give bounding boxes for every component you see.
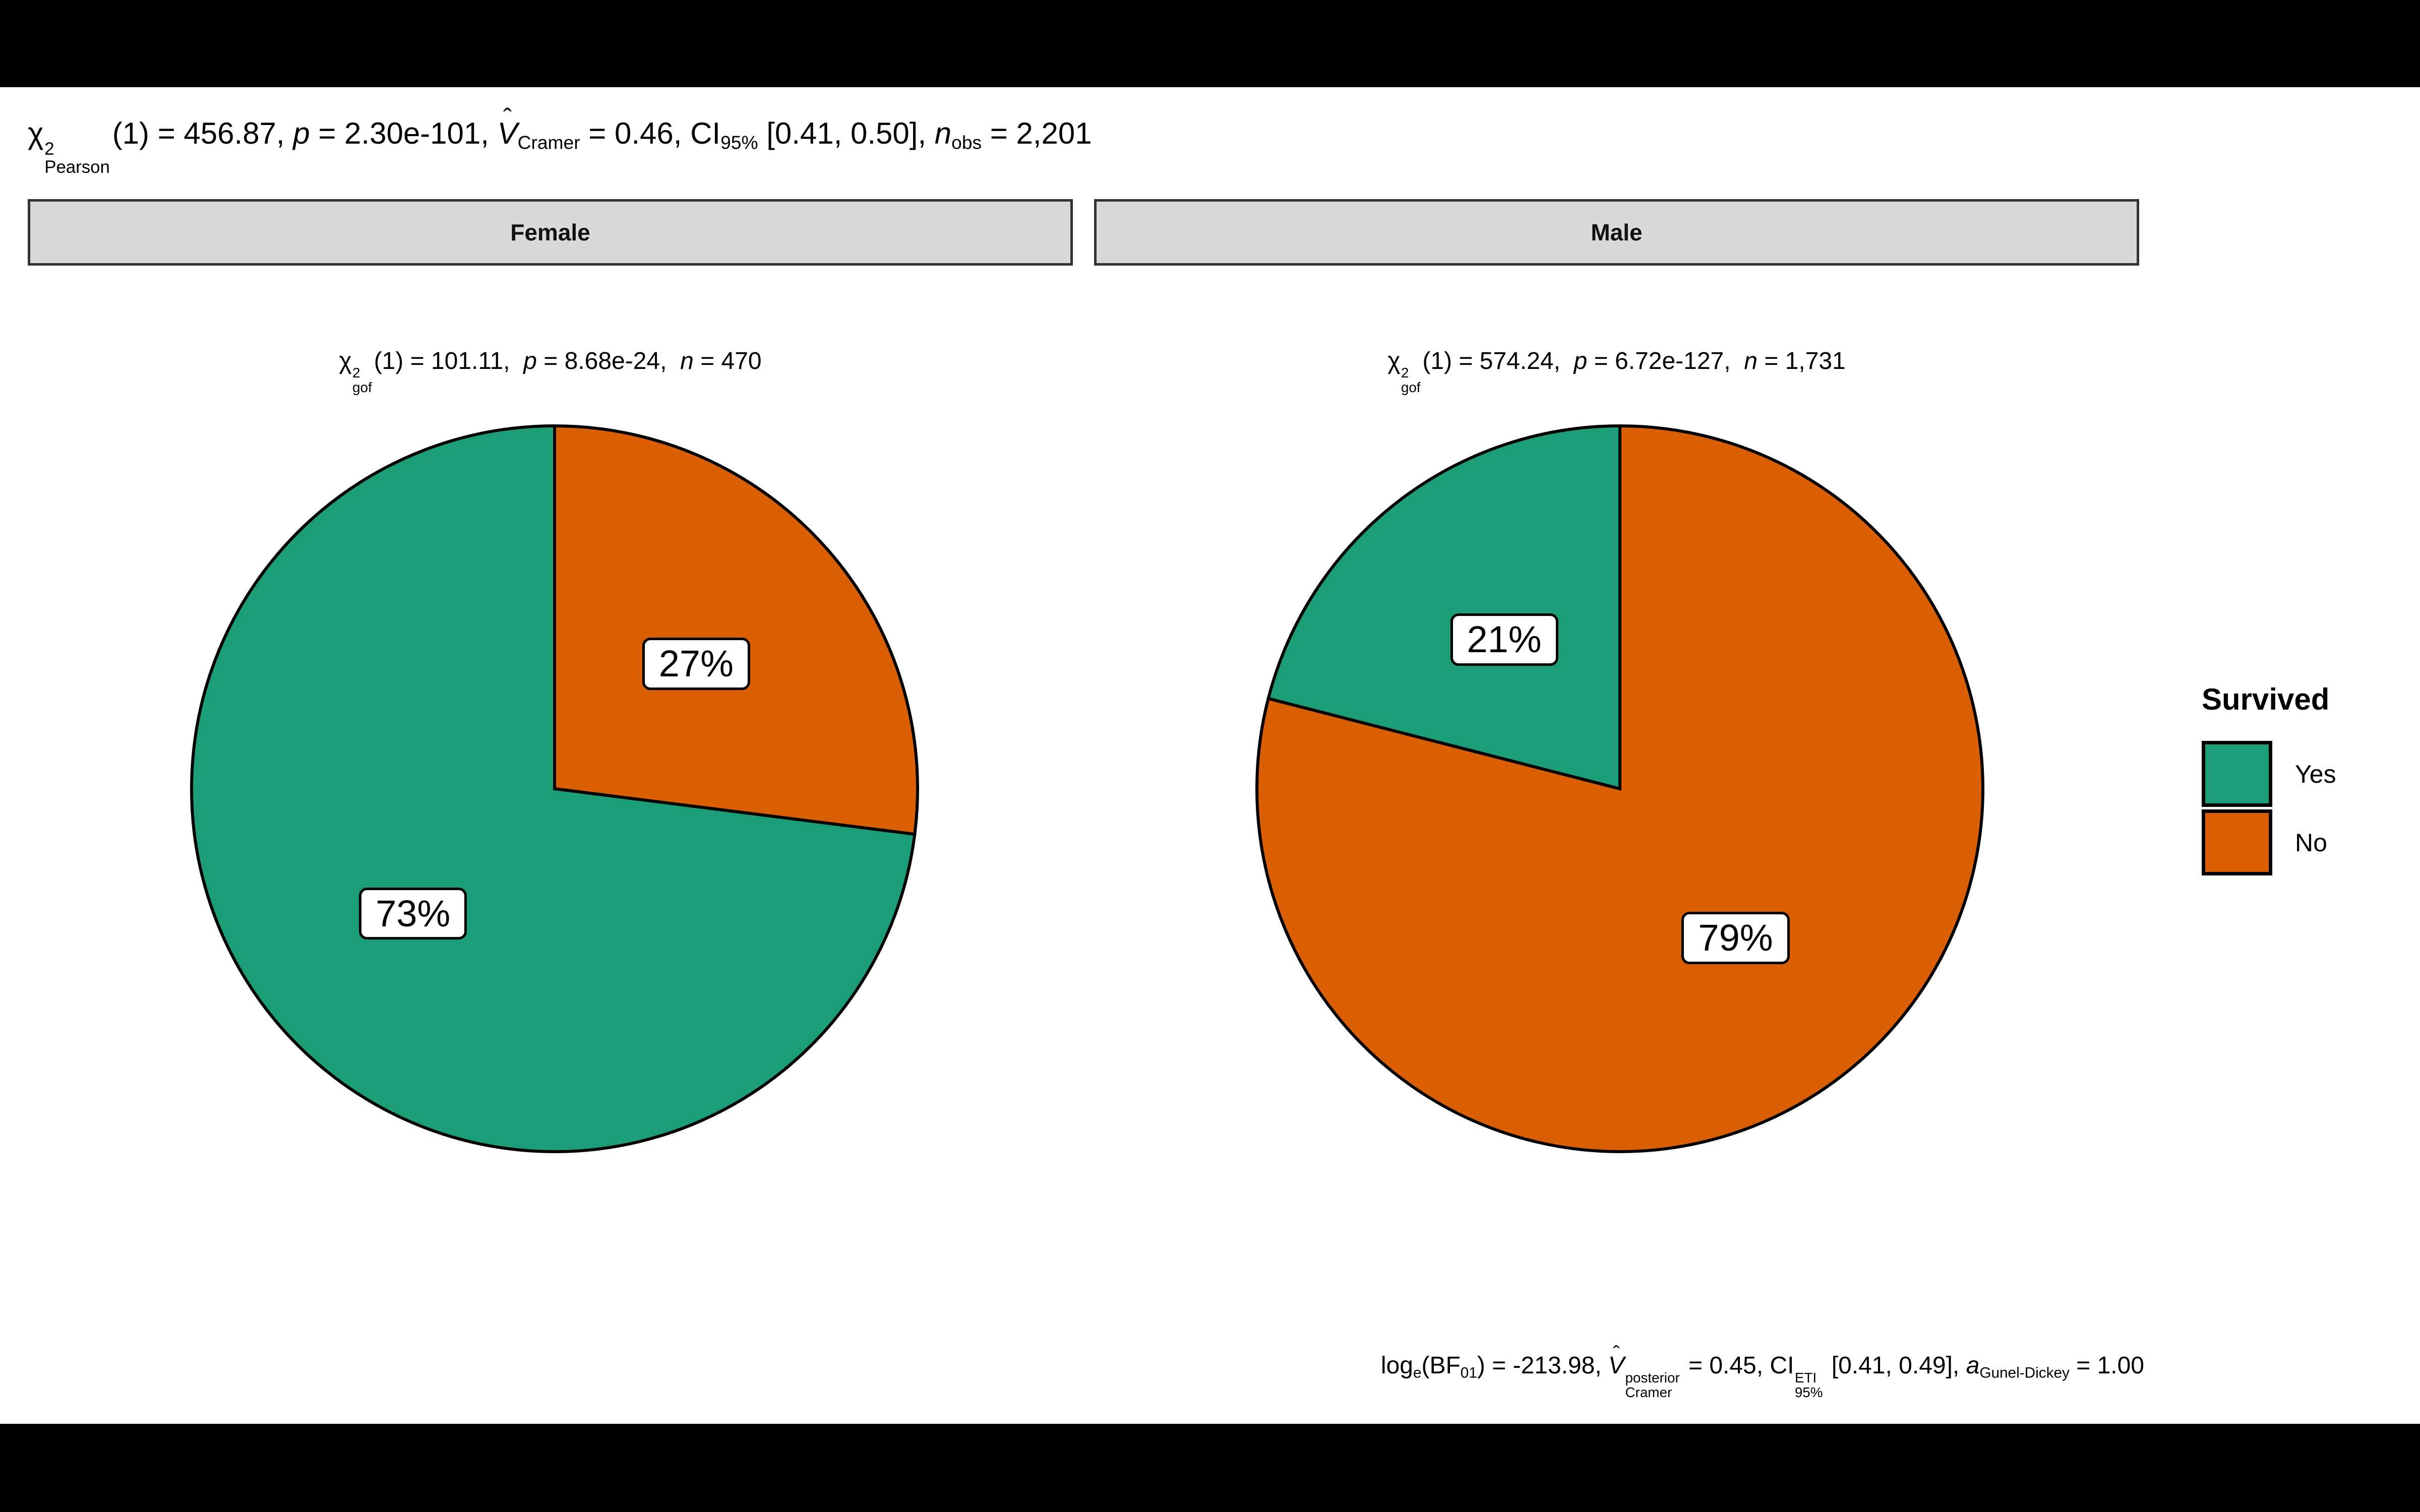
pie-slice-no xyxy=(553,424,919,836)
legend-swatch-no xyxy=(2202,809,2272,875)
pie-svg xyxy=(190,424,919,1153)
legend-title: Survived xyxy=(2202,682,2330,716)
letterbox-top xyxy=(0,0,2420,87)
legend-survived: Survived Yes No xyxy=(2202,684,2336,875)
facet-strip-male: Male xyxy=(1094,199,2139,266)
hat-accent: ˆ xyxy=(1613,1342,1620,1365)
pie-svg xyxy=(1255,424,1984,1153)
legend-swatch-yes xyxy=(2202,741,2272,807)
facet-label-male: Male xyxy=(1591,219,1643,245)
letterbox-bottom xyxy=(0,1424,2420,1512)
pie-slice-label-no: 79% xyxy=(1681,911,1790,964)
pie-slice-yes xyxy=(190,424,917,1153)
pie-slice-no xyxy=(1255,424,1984,1153)
pie-chart-female: 27% 73% xyxy=(189,423,920,1154)
pie-slice-label-yes: 73% xyxy=(359,887,467,940)
pie-slice-label-no: 27% xyxy=(642,638,750,690)
facet-label-female: Female xyxy=(510,219,590,245)
legend-entries: Yes No xyxy=(2202,741,2336,875)
pie-chart-male: 79% 21% xyxy=(1254,423,1985,1154)
legend-label-yes: Yes xyxy=(2295,760,2336,788)
legend-row-yes: Yes xyxy=(2202,741,2336,807)
hat-accent: ˆ xyxy=(503,103,512,133)
legend-label-no: No xyxy=(2295,828,2327,857)
pie-slice-label-yes: 21% xyxy=(1450,613,1558,666)
legend-row-no: No xyxy=(2202,809,2336,875)
pie-slice-yes xyxy=(1266,424,1621,791)
facet-strip-female: Female xyxy=(28,199,1073,266)
pie-subtitle-male: χ 2 gof (1) = 574.24, p = 6.72e-127, n = 1,… xyxy=(1387,348,1846,396)
pie-subtitle-female: χ 2 gof (1) = 101.11, p = 8.68e-24, n = 470 xyxy=(339,348,762,396)
